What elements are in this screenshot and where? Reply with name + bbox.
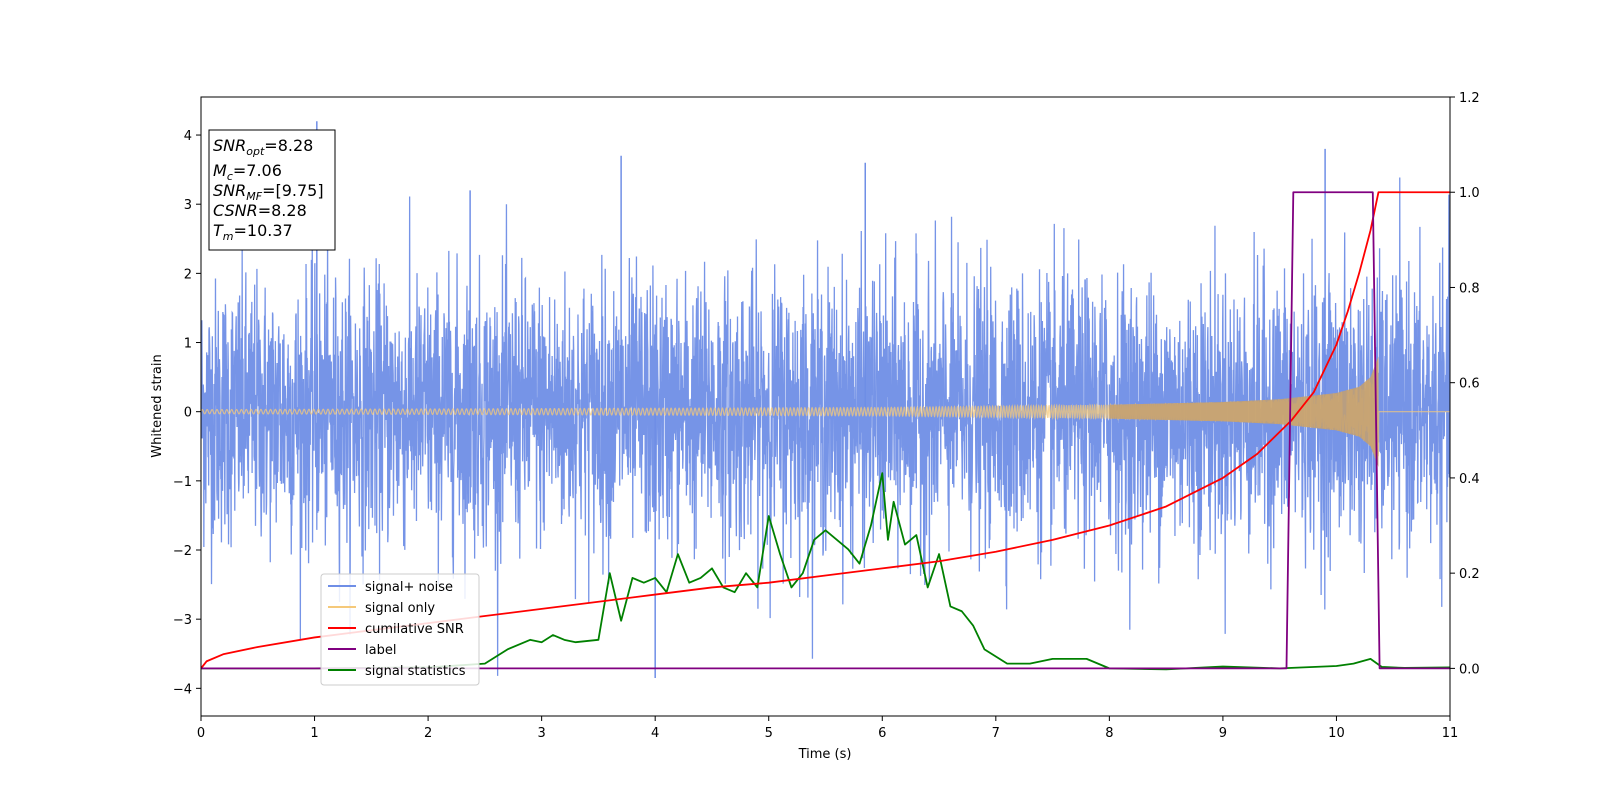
series-label-line (201, 191, 1450, 670)
series-signal-only-envelope (1109, 356, 1379, 468)
annotation-line: Mc=7.06 (213, 161, 282, 183)
y-left-tick-label: 0 (184, 406, 192, 421)
series-signal-statistics-line (201, 472, 1450, 671)
x-axis-label: Time (s) (798, 747, 852, 762)
y-right-tick-label: 0.4 (1459, 472, 1480, 487)
x-tick-label: 2 (424, 726, 432, 741)
y-right-tick-label: 0.0 (1459, 662, 1480, 677)
y-left-tick-label: −4 (173, 682, 192, 697)
y-left-tick-label: 3 (184, 198, 192, 213)
annotation-box-frame (208, 129, 336, 251)
legend-label: cumilative SNR (365, 622, 464, 637)
plot-frame (200, 96, 1451, 717)
y-right-tick-label: 0.2 (1459, 567, 1480, 582)
x-tick-label: 5 (765, 726, 773, 741)
legend-frame (320, 573, 480, 686)
metrics-annotation-box: SNRopt=8.28 Mc=7.06SNRMF=[9.75]CSNR=8.28T… (208, 129, 336, 251)
annotation-line: Tm=10.37 (213, 221, 293, 243)
x-tick-label: 6 (878, 726, 886, 741)
x-tick-label: 4 (651, 726, 659, 741)
x-tick-label: 11 (1442, 726, 1459, 741)
annotation-line: SNRopt=8.28 (213, 136, 313, 158)
y-right-tick-label: 0.8 (1459, 281, 1480, 296)
y-right-tick-label: 1.2 (1459, 91, 1480, 106)
x-tick-label: 9 (1219, 726, 1227, 741)
y-left-tick-label: −3 (173, 613, 192, 628)
x-tick-label: 7 (992, 726, 1000, 741)
y-left-tick-label: 1 (184, 337, 192, 352)
x-tick-label: 8 (1105, 726, 1113, 741)
legend-label: signal statistics (365, 664, 466, 679)
y-left-tick-label: −1 (173, 475, 192, 490)
y-left-tick-label: −2 (173, 544, 192, 559)
y-axis-label: Whitened strain (150, 354, 165, 457)
legend-label: label (365, 643, 396, 658)
x-tick-label: 3 (537, 726, 545, 741)
y-left-tick-label: 4 (184, 129, 192, 144)
legend-label: signal only (365, 601, 435, 616)
legend-label: signal+ noise (365, 580, 453, 595)
annotation-line: SNRMF=[9.75] (213, 181, 324, 203)
x-tick-label: 0 (197, 726, 205, 741)
y-left-tick-label: 2 (184, 267, 192, 282)
x-tick-label: 1 (310, 726, 318, 741)
annotation-line: CSNR=8.28 (213, 201, 307, 220)
y-right-tick-label: 0.6 (1459, 377, 1480, 392)
x-tick-label: 10 (1328, 726, 1345, 741)
legend: signal+ noise signal only cumilative SNR la… (320, 573, 480, 686)
y-right-tick-label: 1.0 (1459, 186, 1480, 201)
